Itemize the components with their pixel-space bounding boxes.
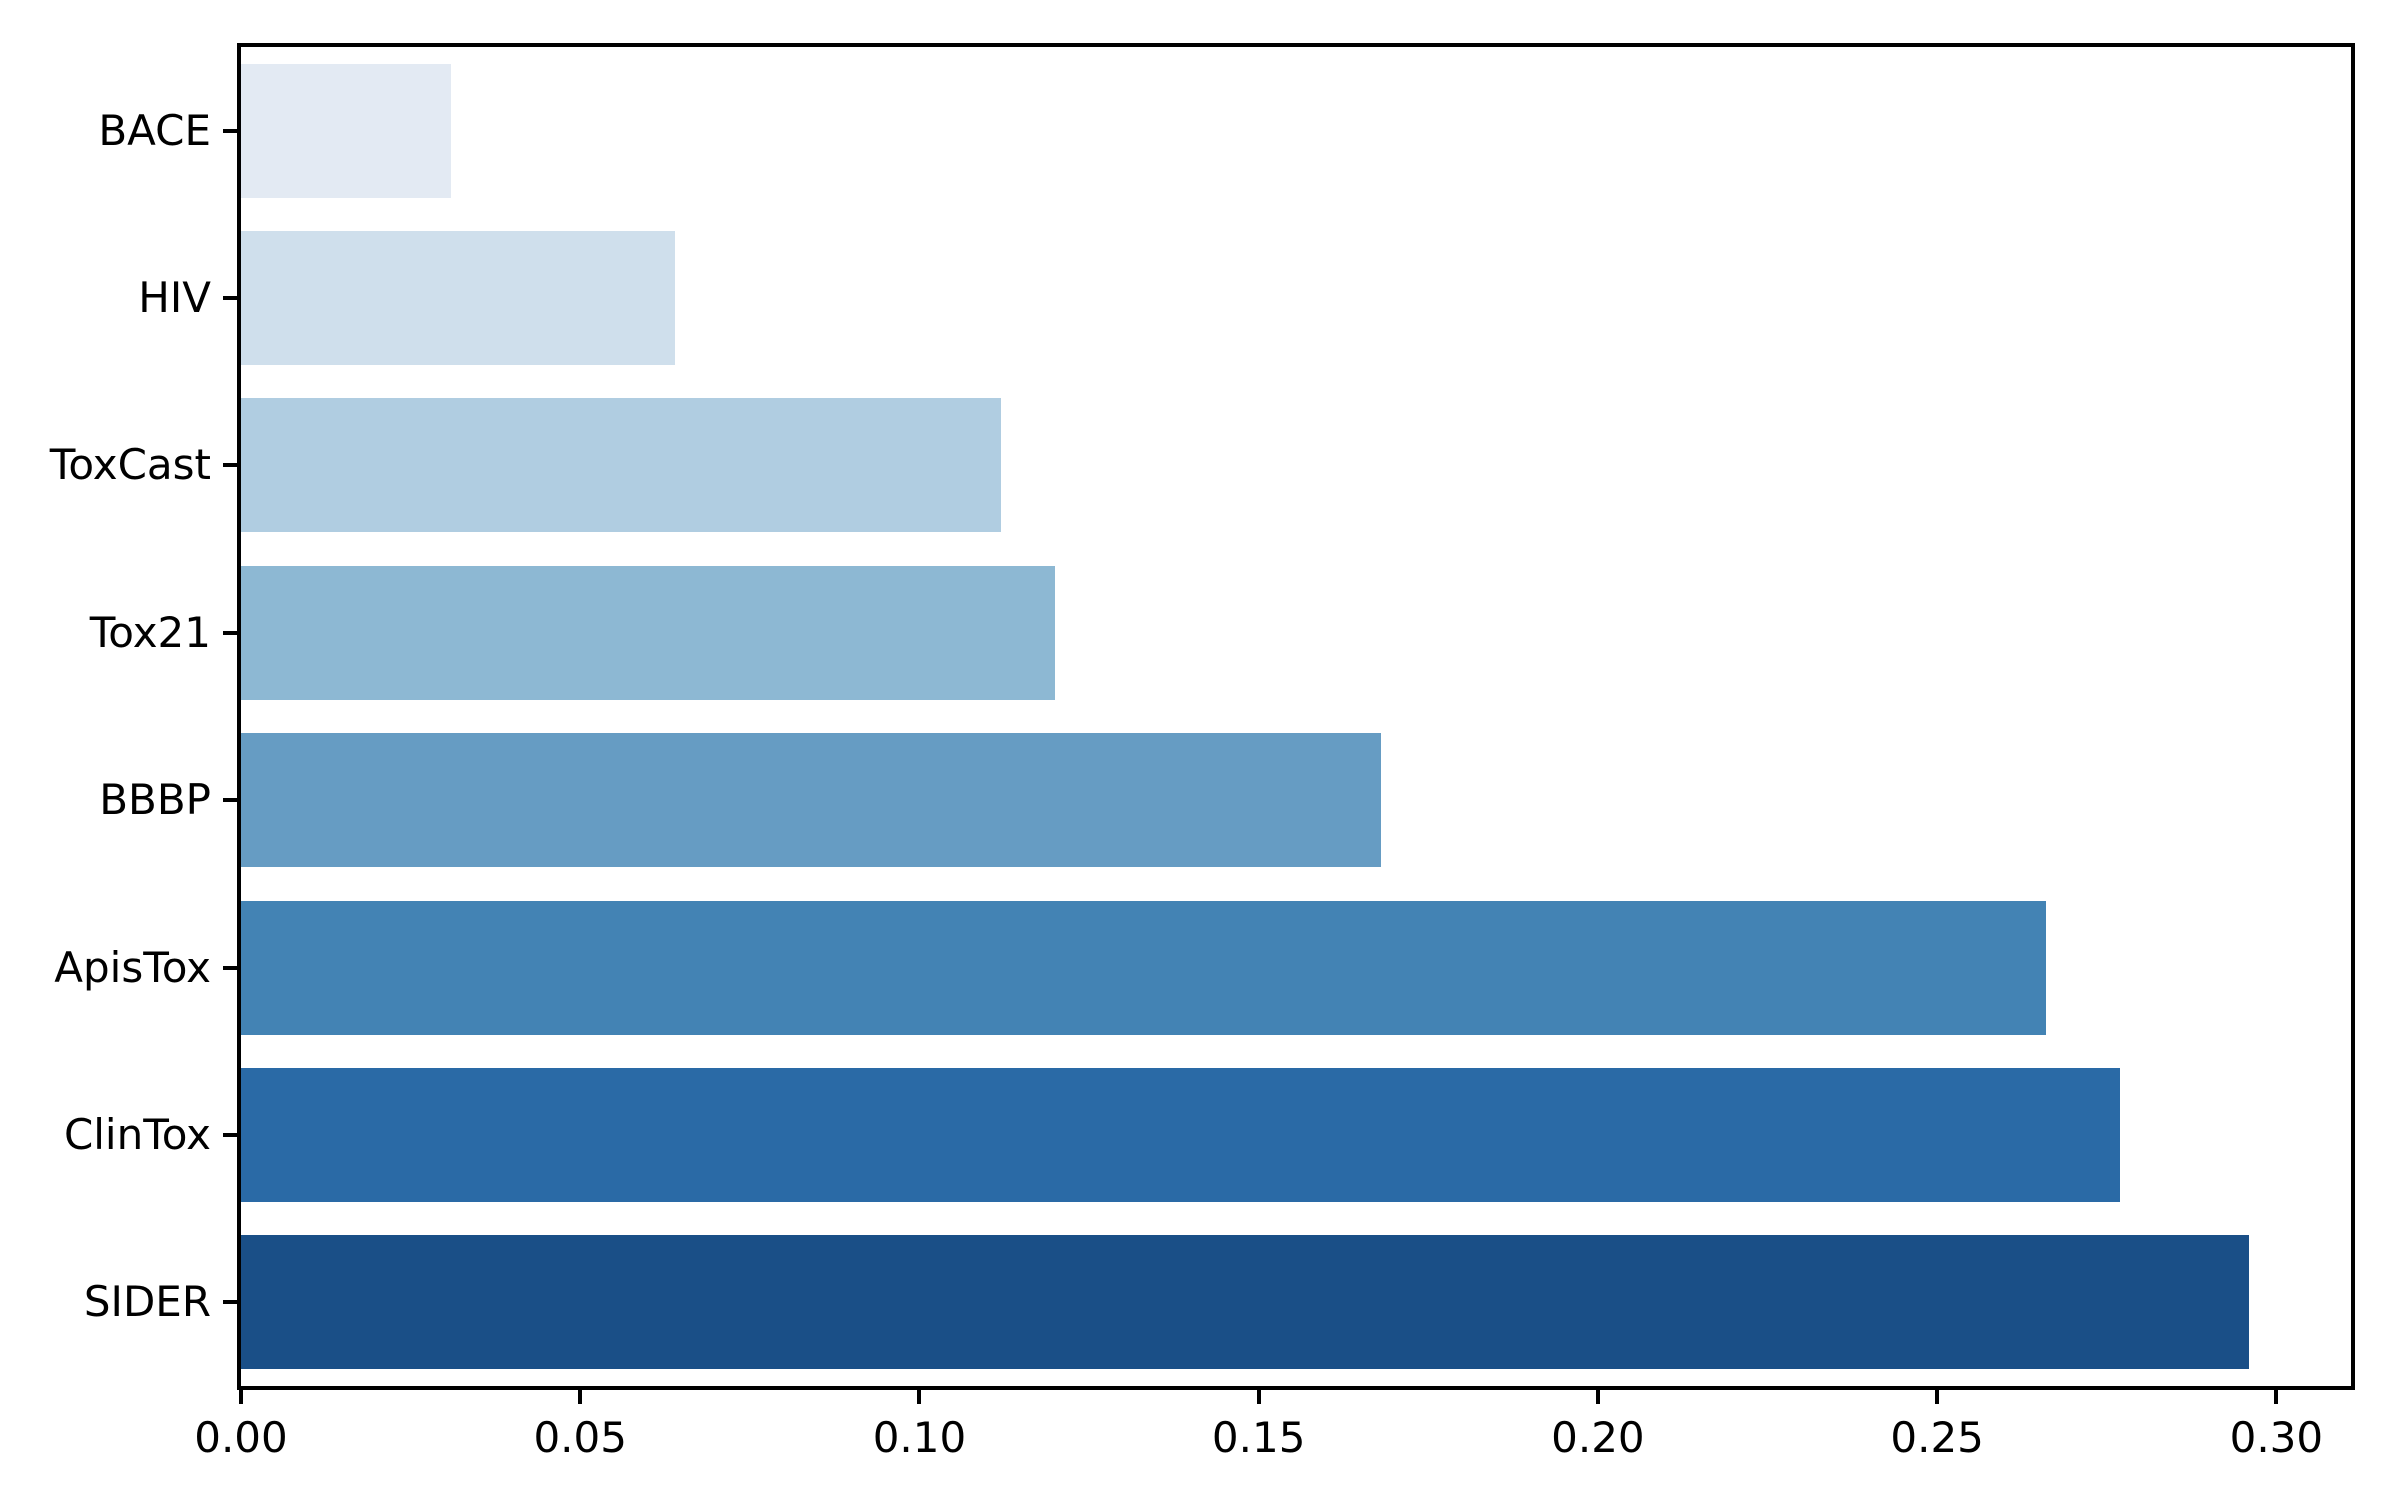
bar-toxcast [241, 398, 1001, 533]
bar-apistox [241, 900, 2046, 1035]
y-tick-hiv [223, 296, 237, 301]
x-tick-0.10 [917, 1390, 922, 1404]
y-tick-sider [223, 1300, 237, 1305]
y-tick-label-bbbp: BBBP [99, 775, 211, 825]
y-tick-tox21 [223, 630, 237, 635]
y-tick-bbbp [223, 798, 237, 803]
bar-clintox [241, 1067, 2121, 1202]
x-tick-0.25 [1935, 1390, 1940, 1404]
plot-area [237, 43, 2355, 1390]
x-tick-label-0.20: 0.20 [1551, 1413, 1645, 1462]
x-tick-label-0.10: 0.10 [872, 1413, 967, 1462]
y-tick-bace [223, 128, 237, 133]
y-tick-clintox [223, 1132, 237, 1137]
x-tick-0.30 [2274, 1390, 2279, 1404]
y-tick-label-toxcast: ToxCast [49, 440, 211, 490]
bar-bbbp [241, 733, 1381, 868]
x-tick-0.00 [239, 1390, 243, 1404]
y-tick-label-tox21: Tox21 [89, 607, 211, 657]
x-tick-0.15 [1256, 1390, 1261, 1404]
bar-tox21 [241, 565, 1056, 700]
y-tick-apistox [223, 965, 237, 970]
x-tick-0.20 [1595, 1390, 1600, 1404]
x-tick-label-0.00: 0.00 [194, 1413, 288, 1462]
bar-bace [241, 63, 452, 198]
bar-sider [241, 1235, 2250, 1370]
y-tick-label-sider: SIDER [83, 1277, 211, 1327]
x-tick-label-0.30: 0.30 [2229, 1413, 2324, 1462]
y-tick-label-hiv: HIV [138, 273, 211, 323]
y-tick-label-clintox: ClinTox [63, 1109, 211, 1159]
x-tick-label-0.05: 0.05 [533, 1413, 627, 1462]
y-tick-label-apistox: ApisTox [54, 942, 211, 992]
y-tick-label-bace: BACE [98, 105, 211, 155]
x-tick-label-0.25: 0.25 [1890, 1413, 1984, 1462]
x-tick-0.05 [578, 1390, 583, 1404]
bar-hiv [241, 231, 676, 365]
x-tick-label-0.15: 0.15 [1211, 1413, 1306, 1462]
y-tick-toxcast [223, 463, 237, 468]
